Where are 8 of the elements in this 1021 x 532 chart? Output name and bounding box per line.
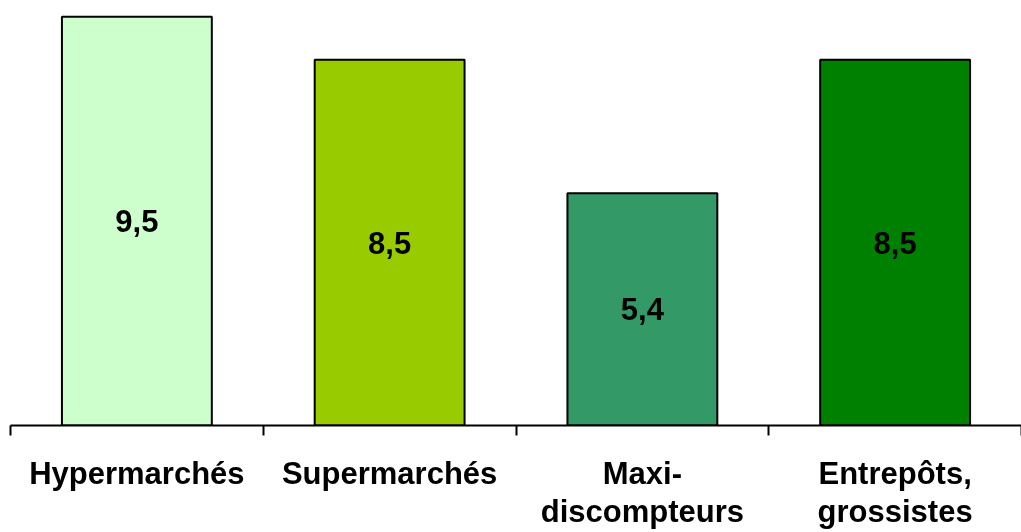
- x-tick-label: Hypermarchés: [29, 455, 245, 491]
- x-tick-label: Supermarchés: [281, 455, 498, 491]
- x-tick-label: Maxi-discompteurs: [540, 455, 745, 529]
- x-tick-label: Entrepôts, grossistes: [817, 455, 973, 529]
- data-label: 8,5: [873, 225, 917, 261]
- data-label: 5,4: [620, 292, 665, 328]
- data-label: 9,5: [115, 204, 159, 240]
- data-label: 8,5: [368, 225, 412, 261]
